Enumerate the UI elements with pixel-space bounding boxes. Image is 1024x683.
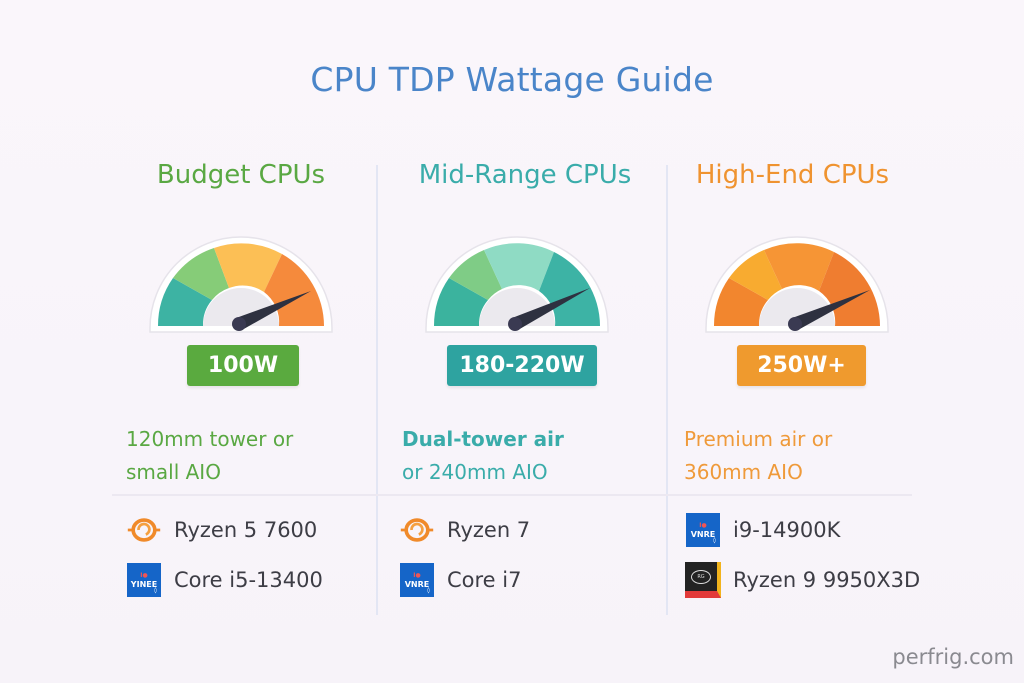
wattage-badge: 250W+ <box>737 345 866 386</box>
gauge-icon <box>425 236 609 333</box>
description-line: 360mm AIO <box>684 460 803 484</box>
amd-ryzen-icon <box>126 512 162 548</box>
cpu-name: Ryzen 5 7600 <box>174 518 318 542</box>
cpu-name: Core i5-13400 <box>174 568 323 592</box>
column-high-end: High-End CPUs 250W+ Premium air or 360mm… <box>675 0 920 683</box>
page-title: CPU TDP Wattage Guide <box>310 60 714 99</box>
row-divider <box>112 494 912 496</box>
cpu-name: Ryzen 7 <box>447 518 531 542</box>
intel-core-icon: I● YINEE ◊ <box>126 562 162 598</box>
column-heading: Budget CPUs <box>156 160 326 190</box>
column-mid-range: Mid-Range CPUs 180-220W Dual-tower air o… <box>385 0 665 683</box>
cpu-name: Core i7 <box>447 568 522 592</box>
description-line: or 240mm AIO <box>402 460 548 484</box>
wattage-badge: 100W <box>187 345 299 386</box>
cooler-recommendation: Premium air or 360mm AIO <box>684 423 832 489</box>
gauge-icon <box>149 236 333 333</box>
cooler-recommendation: Dual-tower air or 240mm AIO <box>402 423 564 489</box>
description-line: small AIO <box>126 460 221 484</box>
amd-ryzen-icon <box>399 512 435 548</box>
wattage-badge: 180-220W <box>447 345 597 386</box>
description-line: Dual-tower air <box>402 427 564 451</box>
cpu-item: Ryzen 5 7600 <box>126 512 317 548</box>
site-watermark: perfrig.com <box>892 645 1014 669</box>
intel-core-icon: I● VNRE ◊ <box>685 512 721 548</box>
cpu-item: Ryzen 7 <box>399 512 530 548</box>
column-divider <box>376 165 378 615</box>
column-budget: Budget CPUs 100W 120mm tower or small AI… <box>110 0 372 683</box>
cpu-name: i9-14900K <box>733 518 841 542</box>
cpu-name: Ryzen 9 9950X3D <box>733 568 921 592</box>
column-heading: High-End CPUs <box>695 160 890 190</box>
column-heading: Mid-Range CPUs <box>418 160 632 190</box>
description-line: 120mm tower or <box>126 427 294 451</box>
cpu-item: I● VNRE ◊ Core i7 <box>399 562 521 598</box>
cpu-item: RG Ryzen 9 9950X3D <box>685 562 920 598</box>
description-line: Premium air or <box>684 427 833 451</box>
cpu-item: I● VNRE ◊ i9-14900K <box>685 512 840 548</box>
cpu-item: I● YINEE ◊ Core i5-13400 <box>126 562 323 598</box>
intel-core-icon: I● VNRE ◊ <box>399 562 435 598</box>
amd-ryzen-dark-icon: RG <box>685 562 721 598</box>
column-divider <box>666 165 668 615</box>
gauge-icon <box>705 236 889 333</box>
cooler-recommendation: 120mm tower or small AIO <box>126 423 293 489</box>
